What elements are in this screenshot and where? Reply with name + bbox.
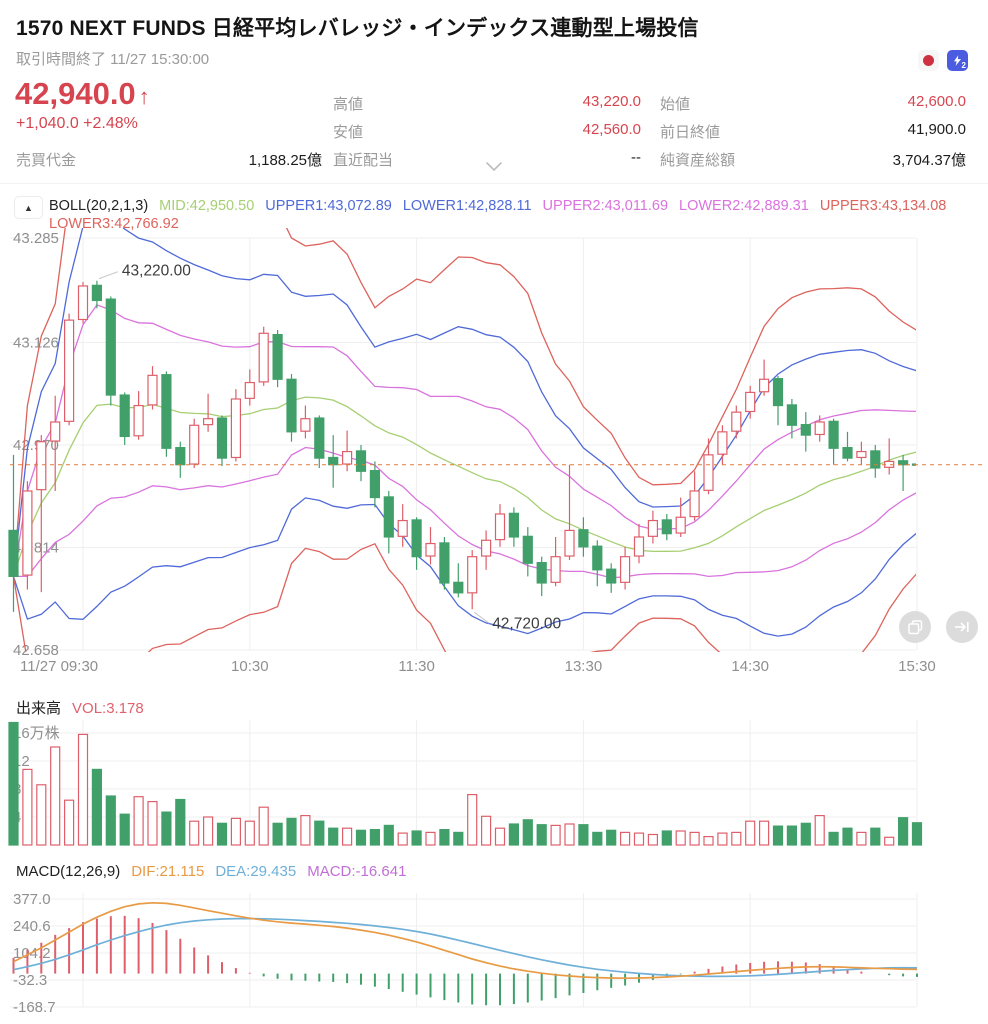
svg-text:43,220.00: 43,220.00 [122,263,191,280]
indicator-value: DEA:29.435 [215,863,297,880]
boll-values: MID:42,950.50 UPPER1:43,072.89 LOWER1:42,8… [159,198,946,214]
indicator-value: LOWER2:42,889.31 [679,198,809,214]
header-expand-chevron[interactable] [478,157,510,175]
svg-text:13:30: 13:30 [565,658,603,675]
price-change: +1,040.0 +2.48% [16,115,138,132]
volume-title: 出来高 [16,700,62,717]
volume-value: VOL:3.178 [72,700,144,717]
japan-flag-icon [918,50,939,71]
indicator-value: UPPER2:43,011.69 [542,198,669,214]
svg-text:43.285: 43.285 [13,230,59,247]
svg-text:11/27 09:30: 11/27 09:30 [20,658,98,675]
indicator-value: MACD:-16.641 [307,863,407,880]
svg-text:43.126: 43.126 [13,334,59,351]
stat-open-value: 42,600.0 [907,93,966,110]
macd-pane-header: MACD(12,26,9) DIF:21.115 DEA:29.435 MACD:-… [16,863,406,880]
svg-text:11:30: 11:30 [398,658,434,675]
arrow-to-bar-icon [955,622,969,632]
indicator-value: LOWER3:42,766.92 [49,216,179,232]
stat-nav-label: 純資産総額 [660,152,736,169]
stat-prev-close-label: 前日終値 [660,124,721,141]
indicator-value: MID:42,950.50 [159,198,255,214]
volume-pane-header: 出来高 VOL:3.178 [16,697,144,718]
leverage-2x-icon: 2 [947,50,968,71]
stat-high-value: 43,220.0 [582,93,641,110]
volume-chart[interactable]: 16万株1284 [0,712,988,858]
chevron-down-icon [486,161,502,171]
svg-text:377.0: 377.0 [13,891,51,908]
boll-name: BOLL(20,2,1,3) [49,198,149,214]
svg-text:10:30: 10:30 [231,658,269,675]
stat-dividend-value: -- [631,149,641,166]
current-price: 42,940.0 ↑ [15,76,150,111]
svg-text:240.6: 240.6 [13,918,51,935]
svg-text:15:30: 15:30 [898,658,936,675]
stat-high-label: 高値 [333,96,364,113]
boll-indicator-row: BOLL(20,2,1,3) MID:42,950.50 UPPER1:43,07… [49,198,946,214]
svg-text:14:30: 14:30 [731,658,769,675]
leverage-2x-number: 2 [961,61,966,70]
stat-low-label: 安値 [333,124,364,141]
header-divider [0,183,988,184]
stat-turnover-label: 売買代金 [16,152,77,169]
triangle-up-icon: ▲ [24,202,33,213]
stat-open-label: 始値 [660,96,691,113]
svg-text:42.814: 42.814 [13,539,59,556]
session-status: 取引時間終了 11/27 15:30:00 [16,51,210,68]
svg-text:42.658: 42.658 [13,642,59,659]
screenshot-button[interactable] [899,611,931,643]
copy-icon [907,619,922,634]
main-price-chart[interactable]: 43.28543.12642.97042.81442.65843,220.004… [0,222,988,680]
header-badges: 2 [918,50,968,71]
indicator-value: UPPER1:43,072.89 [265,198,392,214]
boll-indicator-row2: LOWER3:42,766.92 [49,216,179,232]
page-title: 1570 NEXT FUNDS 日経平均レバレッジ・インデックス連動型上場投信 [16,17,699,40]
stat-nav-value: 3,704.37億 [892,152,966,169]
macd-title: MACD(12,26,9) [16,863,121,880]
up-arrow-icon: ↑ [138,84,150,109]
svg-text:-32.3: -32.3 [13,972,47,989]
macd-values: DIF:21.115 DEA:29.435 MACD:-16.641 [131,863,406,880]
indicator-value: UPPER3:43,134.08 [819,198,947,214]
collapse-indicator-button[interactable]: ▲ [14,196,43,219]
stat-dividend-label: 直近配当 [333,152,394,169]
svg-text:16万株: 16万株 [13,725,60,742]
svg-text:42,720.00: 42,720.00 [492,615,561,632]
svg-text:-168.7: -168.7 [13,999,56,1016]
stat-turnover-value: 1,188.25億 [248,152,322,169]
jump-to-latest-button[interactable] [946,611,978,643]
indicator-value: DIF:21.115 [131,863,205,880]
indicator-value: LOWER1:42,828.11 [402,198,532,214]
stat-prev-close-value: 41,900.0 [907,121,966,138]
stat-low-value: 42,560.0 [582,121,641,138]
